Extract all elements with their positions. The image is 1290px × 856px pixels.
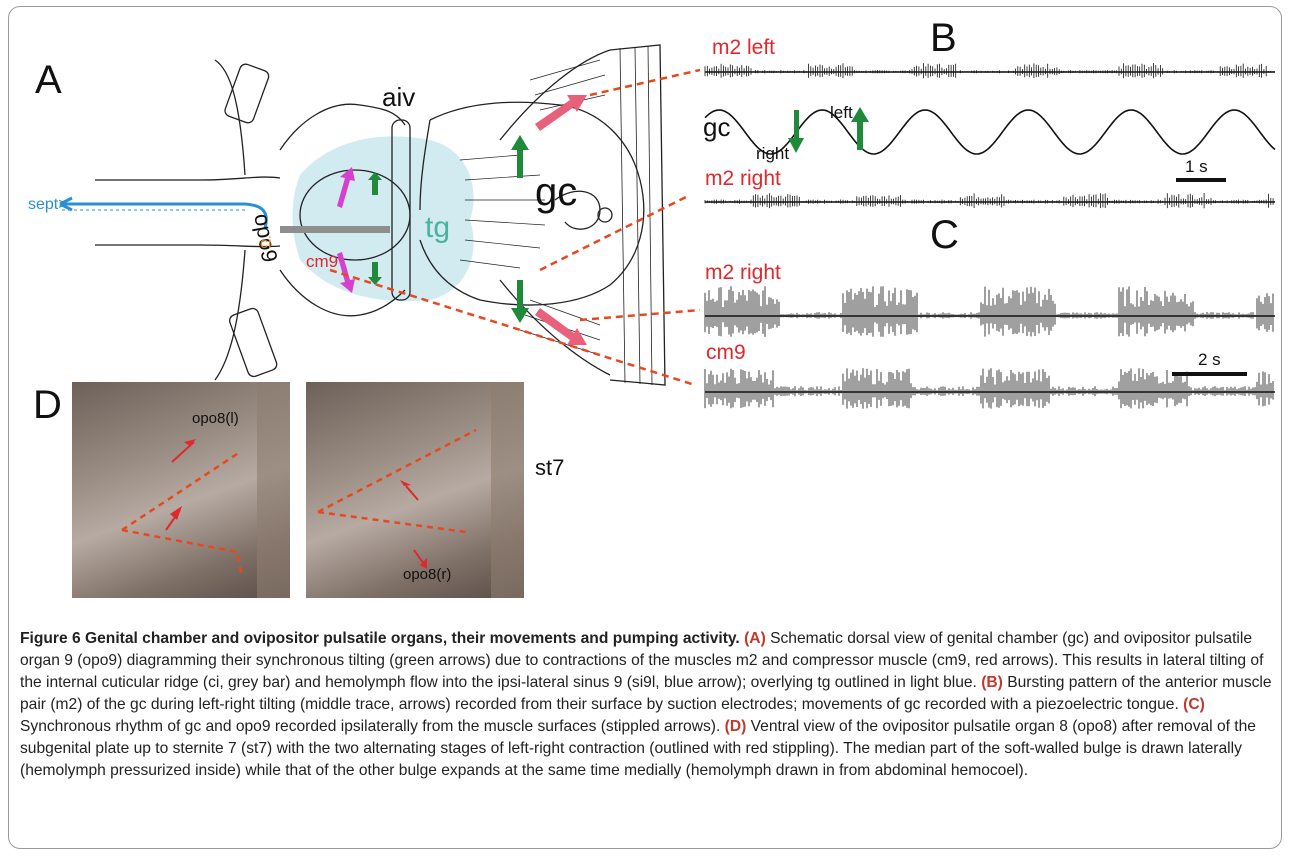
label-cm9-trace: cm9	[706, 341, 746, 364]
caption-tag-a: (A)	[744, 630, 766, 647]
arrow-left	[851, 107, 869, 150]
caption-text-d: Ventral view of the ovipositor pulsatile…	[20, 718, 1256, 779]
scale-bar-1s	[1176, 178, 1226, 182]
label-scale-1s: 1 s	[1185, 157, 1208, 176]
label-tg: tg	[425, 211, 451, 244]
trace-m2-right-c	[704, 286, 1275, 337]
label-m2-left: m2 left	[712, 36, 776, 59]
trace-m2-right-b	[704, 193, 1275, 209]
schematic-diagram-a	[59, 44, 700, 387]
trace-gc	[704, 109, 1276, 155]
caption-title: Figure 6 Genital chamber and ovipositor …	[20, 630, 740, 647]
label-sept: sept>	[28, 196, 68, 213]
label-opo8l: opo8(l)	[192, 410, 239, 427]
label-opo8r: opo8(r)	[403, 566, 452, 583]
trace-cm9	[704, 368, 1275, 409]
label-ci: ci	[260, 235, 272, 252]
label-m2-right-c: m2 right	[705, 261, 781, 284]
label-gc-trace: gc	[703, 112, 731, 142]
label-right: right	[756, 144, 790, 163]
label-m2-right-b: m2 right	[705, 167, 781, 190]
photo-opo8-left: opo8(l)	[72, 382, 290, 598]
caption-text-c: Synchronous rhythm of gc and opo9 record…	[20, 718, 725, 735]
figure-caption: Figure 6 Genital chamber and ovipositor …	[20, 628, 1272, 782]
figure-6: A B C D	[28, 16, 1276, 598]
label-scale-2s: 2 s	[1198, 350, 1221, 369]
arrow-right	[788, 110, 804, 153]
panel-label-a: A	[35, 58, 62, 102]
label-gc: gc	[535, 170, 578, 214]
panel-label-c: C	[930, 213, 959, 257]
figure-frame	[8, 6, 1282, 849]
label-cm9: cm9	[306, 252, 339, 271]
caption-tag-d: (D)	[724, 718, 747, 735]
photo-overlay-right	[317, 382, 524, 598]
trace-m2-left	[704, 63, 1275, 79]
hemolymph-flow-arrow	[60, 202, 268, 229]
recording-traces	[704, 63, 1276, 409]
label-st7: st7	[535, 455, 565, 480]
scale-bar-2s	[1172, 372, 1247, 376]
caption-tag-b: (B)	[981, 674, 1003, 691]
photo-opo8-right: opo8(r)	[306, 382, 524, 598]
panel-label-b: B	[930, 16, 957, 60]
panel-label-d: D	[33, 383, 62, 427]
caption-text-a: Schematic dorsal view of genital chamber…	[20, 630, 1264, 691]
label-aiv: aiv	[382, 82, 416, 112]
photo-overlay-left	[121, 382, 290, 598]
caption-text-b: Bursting pattern of the anterior muscle …	[20, 674, 1272, 713]
caption-tag-c: (C)	[1183, 696, 1205, 713]
label-left: left	[830, 103, 853, 122]
